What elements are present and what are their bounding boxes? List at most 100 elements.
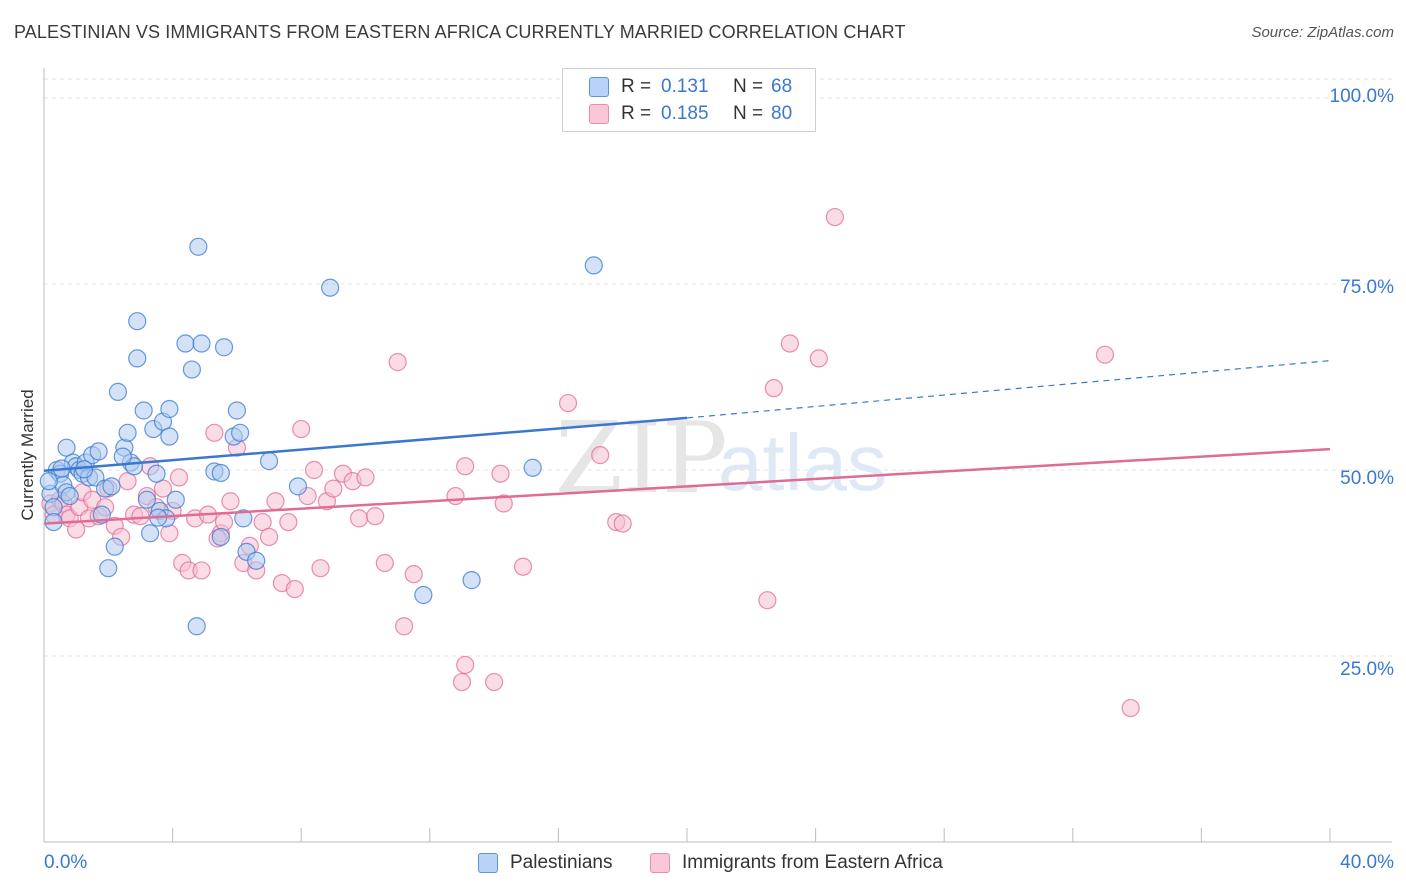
palestinians-point [102,477,121,496]
eastern-africa-point [404,565,423,584]
legend-swatch-palestinians [589,77,609,97]
stats-row-eastern-africa: R = 0.185 N = 80 [589,102,792,126]
palestinians-point [523,458,542,477]
eastern-africa-point [758,591,777,610]
palestinians-point [214,338,234,357]
eastern-africa-point [764,379,783,398]
palestinians-point [227,401,246,420]
palestinians-point [211,527,230,547]
palestinians-point [187,617,206,636]
palestinians-point [176,334,195,353]
palestinians-point [211,463,230,483]
palestinians-point [118,423,137,442]
palestinians-point [259,451,279,471]
palestinians-point [231,423,250,442]
watermark-atlas: atlas [718,418,887,507]
eastern-africa-point [613,514,632,533]
palestinians-point [140,524,160,543]
eastern-africa-point [279,512,298,532]
legend-label: Immigrants from Eastern Africa [682,852,943,873]
eastern-africa-point [160,524,179,543]
palestinians-point [147,464,166,483]
palestinians-point [137,490,156,509]
eastern-africa-point [491,464,510,483]
palestinians-point [128,349,147,368]
eastern-africa-point [494,494,513,513]
eastern-africa-point [205,423,224,442]
eastern-africa-point [375,553,394,573]
watermark: ZIP atlas [555,402,887,516]
eastern-africa-point [394,617,414,636]
eastern-africa-point [221,492,240,511]
r-value: 0.131 [661,76,709,97]
x-tick-label-max: 40.0% [1340,852,1394,873]
eastern-africa-point [349,509,369,528]
palestinians-point [247,551,266,570]
legend-item-eastern-africa[interactable]: Immigrants from Eastern Africa [650,852,943,874]
eastern-africa-point [1121,698,1140,718]
stats-legend: R = 0.131 N = 68 R = 0.185 N = 80 [562,68,816,132]
stats-row-palestinians: R = 0.131 N = 68 [589,75,792,99]
palestinians-point [89,442,108,461]
axes [43,68,1392,843]
eastern-africa-point [825,207,844,227]
eastern-africa-point [324,479,343,498]
eastern-africa-point [259,527,279,547]
eastern-africa-point [388,353,407,372]
watermark-zip: ZIP [555,402,728,516]
palestinians-point [192,334,211,353]
palestinians-point [60,486,79,506]
chart-title: PALESTINIAN VS IMMIGRANTS FROM EASTERN A… [14,22,906,42]
legend-item-palestinians[interactable]: Palestinians [478,852,612,874]
palestinians-point [99,559,118,578]
palestinians-point [75,460,94,479]
trend-line-palestinians-projection [686,360,1331,419]
r-label: R = [621,76,652,97]
eastern-africa-point [311,559,330,578]
palestinians-point [462,571,481,590]
legend-swatch-palestinians [478,853,498,873]
palestinians-point [128,312,147,331]
palestinians-point [189,237,208,256]
palestinians-point [160,399,179,419]
eastern-africa-point [446,486,465,506]
y-tick-label-25: 25.0% [1340,659,1394,680]
palestinians-point [182,360,201,379]
eastern-africa-point [131,507,150,526]
n-value: 68 [771,76,793,97]
eastern-africa-point [591,446,610,465]
eastern-africa-point [452,672,472,692]
eastern-africa-point [780,334,799,353]
n-label: N = [733,76,764,97]
y-tick-label-50: 50.0% [1340,468,1394,489]
palestinians-point [166,490,185,509]
eastern-africa-point [214,512,234,532]
palestinians-point [134,401,153,420]
n-label: N = [733,103,764,124]
palestinians-point [288,477,308,496]
eastern-africa-point [169,468,189,487]
trend-line-palestinians [43,416,688,472]
eastern-africa-point [1095,345,1115,364]
eastern-africa-point [456,457,475,476]
eastern-africa-point [292,419,311,439]
palestinians-point [584,256,603,275]
palestinians-point [39,472,58,491]
eastern-africa-point [304,460,324,480]
legend-swatch-eastern-africa [589,104,609,124]
eastern-africa-point [485,672,504,692]
legend-swatch-eastern-africa [650,853,670,873]
palestinians-point [234,509,253,528]
eastern-africa-point [285,579,304,599]
palestinians-point [321,278,340,297]
source-credit: Source: ZipAtlas.com [1251,24,1394,41]
y-tick-label-100: 100.0% [1329,86,1394,107]
eastern-africa-point [356,468,375,487]
r-label: R = [621,103,652,124]
trend-line-eastern-africa [43,447,1331,525]
eastern-africa-point [266,492,285,511]
palestinians-point [414,585,433,605]
eastern-africa-point [192,561,211,580]
palestinians-point [160,427,179,446]
